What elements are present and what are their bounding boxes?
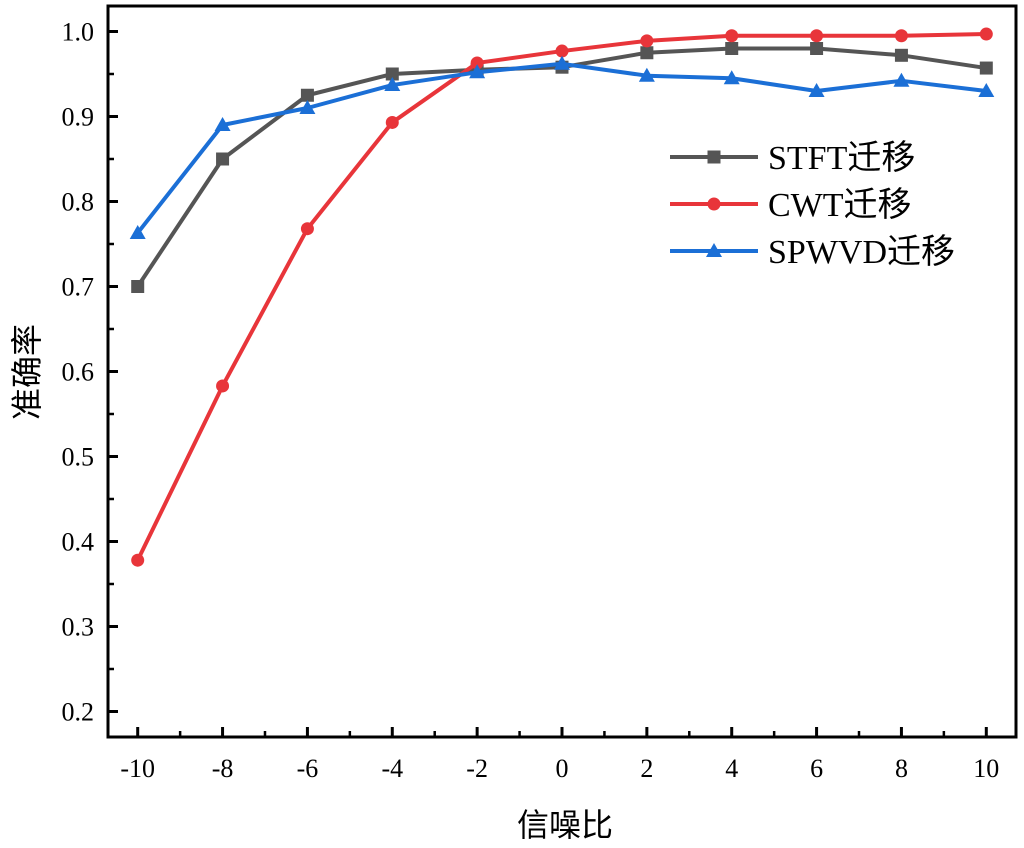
x-tick-label: -2 (466, 754, 488, 783)
data-point (555, 44, 569, 58)
legend: STFT迁移 CWT迁移 SPWVD迁移 (670, 139, 955, 271)
y-tick-label: 0.8 (62, 188, 95, 217)
legend-marker (706, 243, 722, 257)
series-1 (131, 27, 993, 567)
data-point (131, 553, 145, 567)
x-tick-label: -6 (297, 754, 319, 783)
data-point (725, 29, 739, 43)
y-tick-label: 0.9 (62, 103, 95, 132)
y-axis: 0.2 0.3 0.4 0.5 0.6 0.7 0.8 0.9 1.0 (62, 18, 118, 727)
legend-label: STFT迁移 (768, 139, 915, 177)
x-axis: -10 -8 -6 -4 -2 0 2 4 6 8 10 (120, 727, 999, 783)
y-tick-label: 1.0 (62, 18, 95, 47)
x-tick-label: 8 (895, 754, 908, 783)
y-tick-label: 0.4 (62, 528, 95, 557)
data-point (384, 77, 401, 92)
data-point (979, 61, 993, 75)
data-point (129, 224, 146, 239)
data-point (216, 379, 230, 393)
x-tick-label: 0 (556, 754, 569, 783)
data-point (300, 222, 314, 236)
y-tick-label: 0.6 (62, 358, 95, 387)
data-point (554, 55, 570, 70)
data-point (894, 29, 908, 43)
data-point (638, 67, 655, 82)
data-point (385, 115, 399, 129)
x-tick-label: -4 (381, 754, 403, 783)
data-point (810, 42, 824, 55)
data-point (300, 88, 314, 102)
data-point (214, 117, 231, 131)
legend-item-1: CWT迁移 (670, 186, 912, 224)
data-point (385, 67, 399, 81)
y-tick-label: 0.3 (62, 613, 95, 642)
legend-label: SPWVD迁移 (768, 233, 955, 271)
x-tick-label: -10 (120, 754, 155, 783)
data-point (131, 280, 145, 293)
legend-marker (707, 197, 721, 211)
data-point (299, 100, 316, 114)
data-point (469, 64, 486, 79)
data-point (470, 56, 484, 70)
series-2 (129, 55, 995, 239)
y-tick-label: 0.2 (62, 698, 95, 727)
x-axis-title: 信噪比 (517, 806, 613, 844)
y-tick-label: 0.5 (62, 443, 95, 472)
y-axis-title: 准确率 (8, 324, 46, 420)
data-point (808, 83, 825, 97)
plot-frame (106, 4, 1018, 739)
legend-marker (707, 150, 721, 164)
data-point (640, 34, 654, 48)
data-point (978, 83, 995, 97)
data-point (893, 72, 910, 87)
data-point (725, 42, 739, 55)
x-tick-label: 4 (725, 754, 738, 783)
series-line (135, 32, 987, 562)
y-tick-label: 0.7 (62, 273, 95, 302)
x-tick-label: 6 (810, 754, 823, 783)
data-point (979, 27, 993, 41)
legend-item-2: SPWVD迁移 (670, 233, 955, 271)
x-tick-label: -8 (212, 754, 234, 783)
legend-item-0: STFT迁移 (670, 139, 915, 177)
data-point (810, 29, 824, 43)
data-point (723, 70, 740, 85)
data-point (894, 48, 908, 62)
x-tick-label: 10 (973, 754, 999, 783)
data-point (216, 152, 230, 166)
x-tick-label: 2 (640, 754, 653, 783)
legend-label: CWT迁移 (768, 186, 912, 224)
series-group (129, 27, 995, 567)
data-point (640, 46, 654, 60)
